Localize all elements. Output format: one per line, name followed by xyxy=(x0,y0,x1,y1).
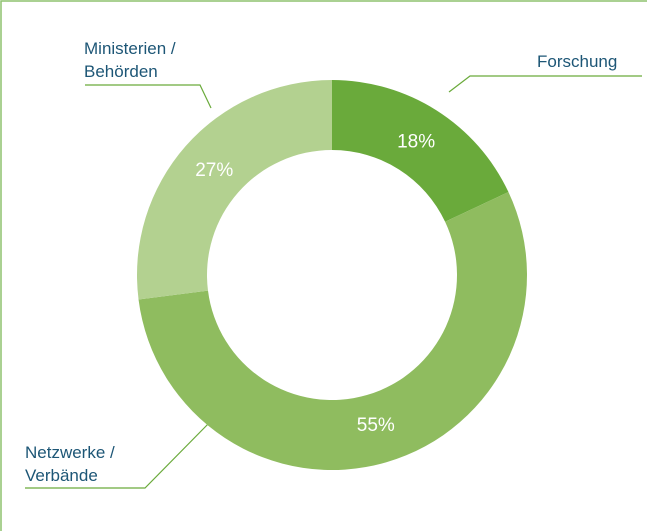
value-label: 27% xyxy=(195,160,233,181)
slice xyxy=(332,80,509,222)
leader-line xyxy=(85,84,212,109)
value-label: 55% xyxy=(357,415,395,436)
slice xyxy=(137,80,332,300)
category-label: Ministerien / Behörden xyxy=(84,39,176,81)
value-label: 18% xyxy=(397,131,435,152)
slice xyxy=(138,191,527,470)
leader-line xyxy=(448,75,642,93)
leader-line xyxy=(25,419,213,489)
category-label: Netzwerke / Verbände xyxy=(25,443,115,485)
category-label: Forschung xyxy=(537,52,618,71)
